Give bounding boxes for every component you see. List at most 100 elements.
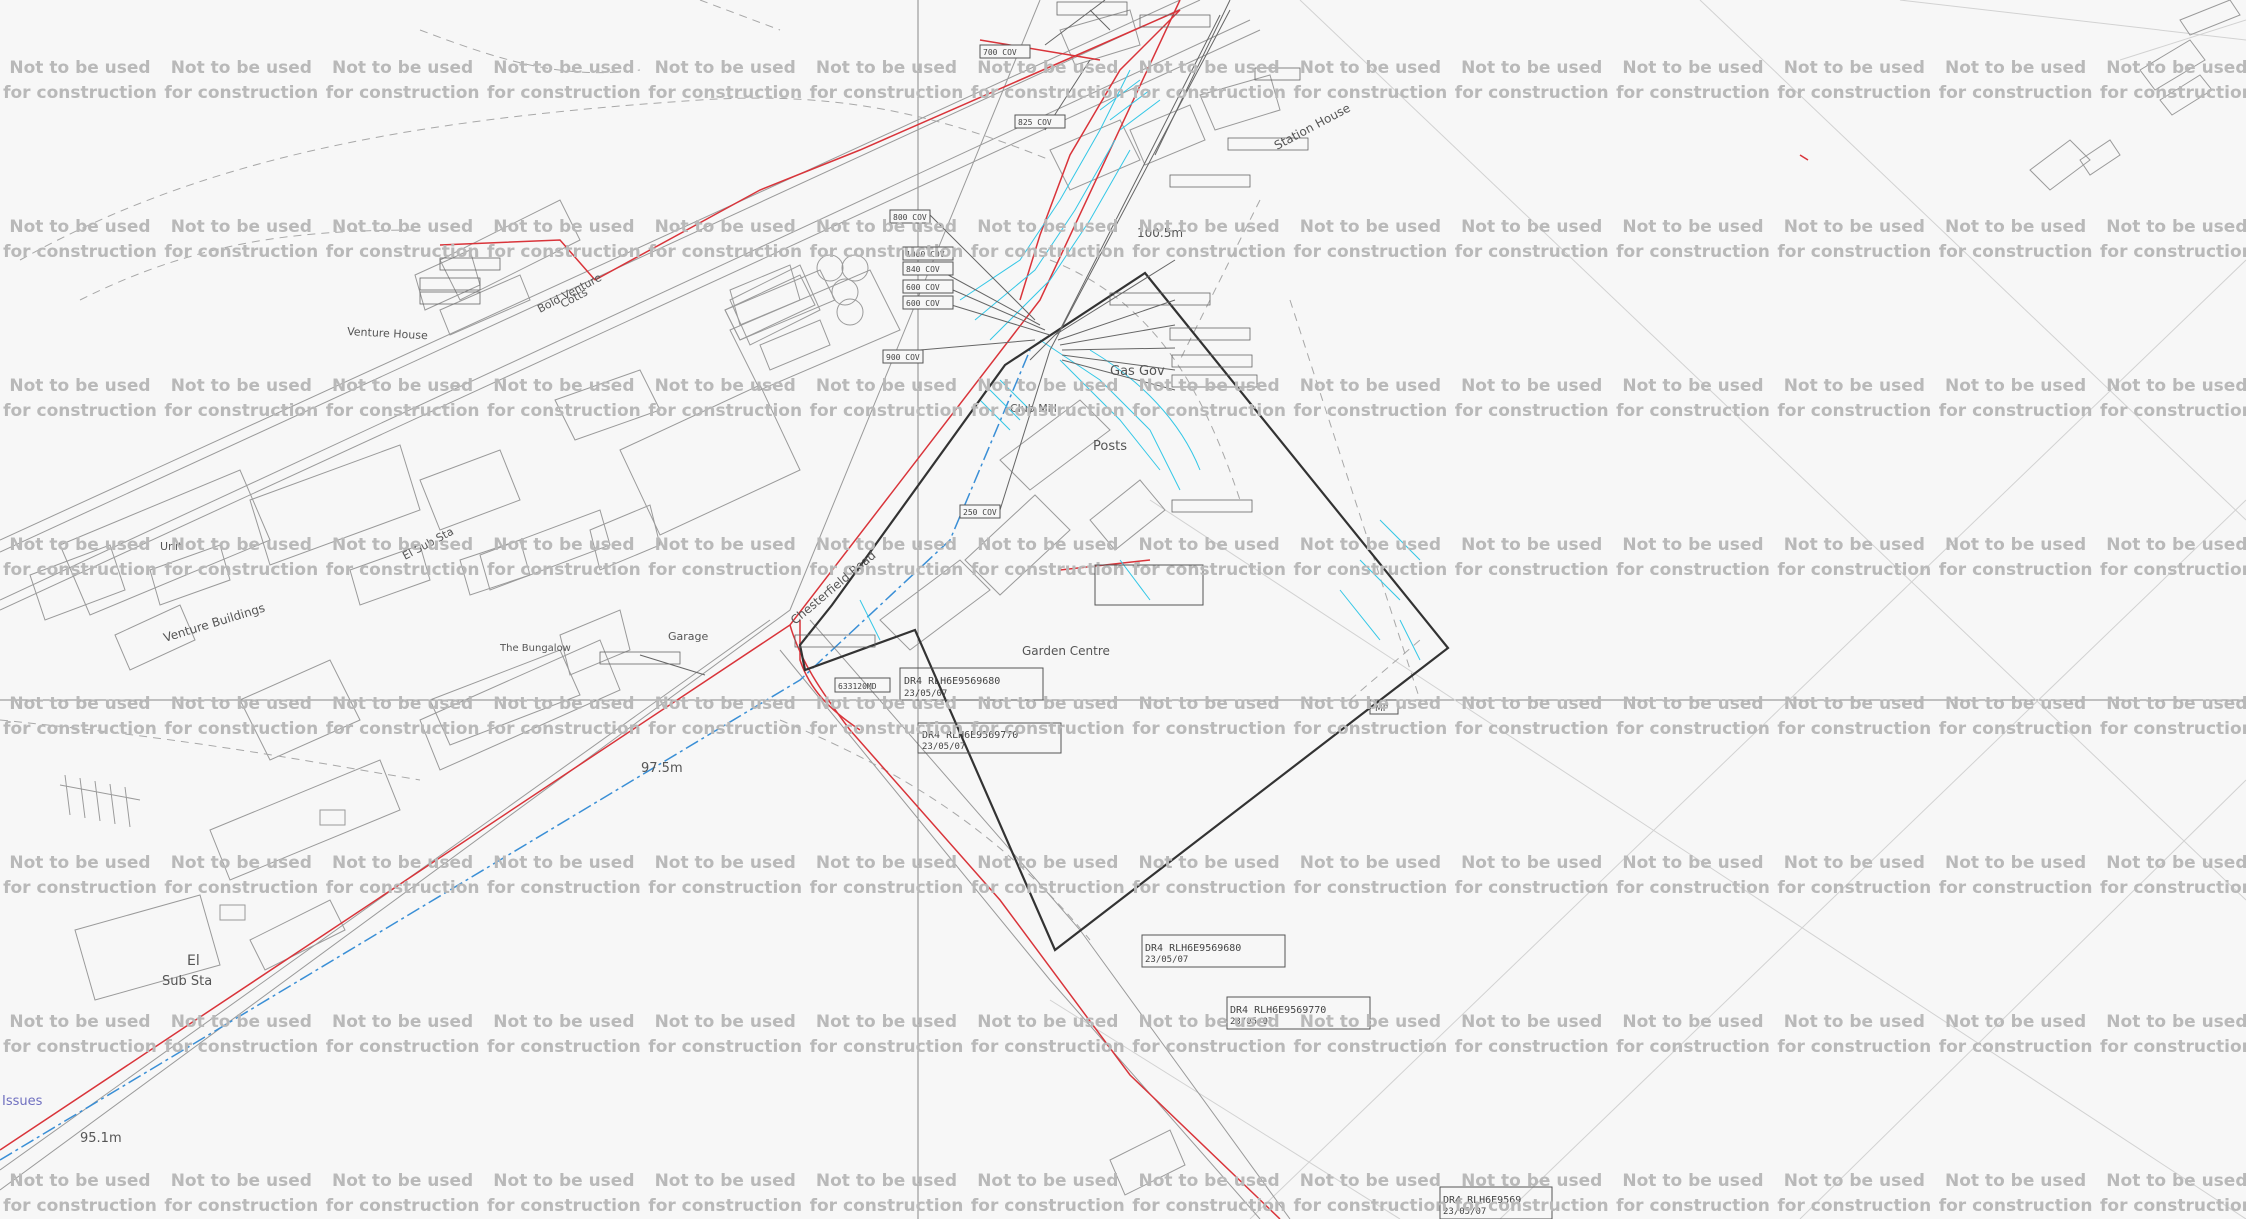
watermark-line2: for construction: [1294, 83, 1448, 103]
watermark-line2: for construction: [3, 719, 157, 739]
watermark-line1: Not to be used: [1622, 535, 1763, 555]
watermark-line2: for construction: [326, 1196, 480, 1216]
watermark-line2: for construction: [326, 242, 480, 262]
watermark-line2: for construction: [3, 878, 157, 898]
watermark-line1: Not to be used: [332, 535, 473, 555]
watermark-line1: Not to be used: [171, 1012, 312, 1032]
watermark-line1: Not to be used: [655, 1171, 796, 1191]
watermark-line2: for construction: [164, 401, 318, 421]
watermark-line2: for construction: [971, 719, 1125, 739]
watermark-line1: Not to be used: [1784, 694, 1925, 714]
watermark-line1: Not to be used: [1461, 217, 1602, 237]
watermark-line2: for construction: [1777, 719, 1931, 739]
watermark-line2: for construction: [487, 719, 641, 739]
watermark-line1: Not to be used: [1138, 694, 1279, 714]
watermark-line1: Not to be used: [977, 58, 1118, 78]
watermark-line1: Not to be used: [332, 1171, 473, 1191]
watermark-line1: Not to be used: [1461, 58, 1602, 78]
watermark-line2: for construction: [1777, 560, 1931, 580]
watermark-line1: Not to be used: [332, 58, 473, 78]
watermark-line1: Not to be used: [1945, 217, 2086, 237]
red-label-boxes: [419, 1, 1309, 665]
watermark-line1: Not to be used: [816, 1012, 957, 1032]
watermark-line2: for construction: [1455, 1196, 1609, 1216]
label-venture-house: Venture House: [347, 325, 429, 342]
watermark-line2: for construction: [1616, 560, 1770, 580]
watermark-line1: Not to be used: [9, 535, 150, 555]
watermark-line1: Not to be used: [2106, 853, 2246, 873]
watermark-line2: for construction: [971, 1196, 1125, 1216]
cov-label: 700 COV: [983, 48, 1017, 57]
watermark-line1: Not to be used: [977, 376, 1118, 396]
watermark-line2: for construction: [326, 560, 480, 580]
label-garden-centre: Garden Centre: [1022, 644, 1110, 658]
watermark-line2: for construction: [810, 878, 964, 898]
watermark-line1: Not to be used: [1461, 694, 1602, 714]
watermark-line2: for construction: [1777, 242, 1931, 262]
reference-id: DR4 RLH6E9569770: [1230, 1005, 1326, 1016]
cov-label: 600 COV: [906, 283, 940, 292]
watermark-line2: for construction: [1455, 242, 1609, 262]
watermark-line2: for construction: [487, 560, 641, 580]
watermark-line2: for construction: [810, 560, 964, 580]
watermark-line2: for construction: [1939, 242, 2093, 262]
watermark-line1: Not to be used: [1622, 694, 1763, 714]
watermark-line1: Not to be used: [1300, 376, 1441, 396]
watermark-line1: Not to be used: [332, 694, 473, 714]
watermark-line1: Not to be used: [171, 58, 312, 78]
watermark-line1: Not to be used: [655, 694, 796, 714]
watermark-line2: for construction: [2100, 83, 2246, 103]
watermark-line2: for construction: [810, 1196, 964, 1216]
watermark-line2: for construction: [1939, 719, 2093, 739]
watermark-layer: Not to be used for construction Not to be …: [3, 58, 2246, 1216]
reference-date: 23/05/07: [1230, 1017, 1273, 1027]
watermark-line1: Not to be used: [1461, 1012, 1602, 1032]
watermark-line2: for construction: [1616, 878, 1770, 898]
cov-label: 800 COV: [893, 213, 927, 222]
watermark-line2: for construction: [487, 1037, 641, 1057]
watermark-line1: Not to be used: [1784, 535, 1925, 555]
label-posts: Posts: [1093, 439, 1127, 454]
watermark-line2: for construction: [164, 719, 318, 739]
watermark-line2: for construction: [1132, 878, 1286, 898]
watermark-line1: Not to be used: [655, 58, 796, 78]
watermark-line1: Not to be used: [655, 853, 796, 873]
watermark-line1: Not to be used: [816, 535, 957, 555]
watermark-line1: Not to be used: [1622, 376, 1763, 396]
watermark-line1: Not to be used: [977, 1171, 1118, 1191]
watermark-line1: Not to be used: [1945, 1171, 2086, 1191]
watermark-line1: Not to be used: [1138, 853, 1279, 873]
watermark-line2: for construction: [648, 242, 802, 262]
watermark-line2: for construction: [648, 560, 802, 580]
cov-label: 825 COV: [1018, 118, 1052, 127]
watermark-line2: for construction: [648, 401, 802, 421]
watermark-line2: for construction: [2100, 242, 2246, 262]
label-venture-buildings: Venture Buildings: [162, 601, 267, 645]
watermark-line2: for construction: [1455, 560, 1609, 580]
watermark-line2: for construction: [1132, 401, 1286, 421]
watermark-line2: for construction: [1132, 560, 1286, 580]
watermark-line2: for construction: [1132, 1037, 1286, 1057]
reference-date: 23/05/07: [922, 742, 965, 752]
watermark-line1: Not to be used: [1138, 376, 1279, 396]
cov-label-boxes: [882, 44, 1066, 519]
label-issues: Issues: [2, 1094, 43, 1109]
watermark-line1: Not to be used: [1784, 853, 1925, 873]
watermark-line1: Not to be used: [1300, 535, 1441, 555]
watermark-line2: for construction: [1939, 83, 2093, 103]
label-leaders: [639, 0, 1231, 676]
label-station-house: Station House: [1272, 101, 1353, 153]
watermark-line2: for construction: [1294, 242, 1448, 262]
watermark-line1: Not to be used: [9, 376, 150, 396]
watermark-line1: Not to be used: [493, 217, 634, 237]
watermark-line2: for construction: [2100, 719, 2246, 739]
watermark-line1: Not to be used: [2106, 58, 2246, 78]
reference-id: DR4 RLH6E9569680: [904, 676, 1000, 687]
site-boundary: [798, 271, 1450, 952]
reference-id: DR4 RLH6E9569: [1443, 1195, 1521, 1206]
reference-id: DR4 RLH6E9569680: [1145, 943, 1241, 954]
watermark-line2: for construction: [971, 401, 1125, 421]
watermark-line2: for construction: [1132, 83, 1286, 103]
watermark-line2: for construction: [2100, 878, 2246, 898]
